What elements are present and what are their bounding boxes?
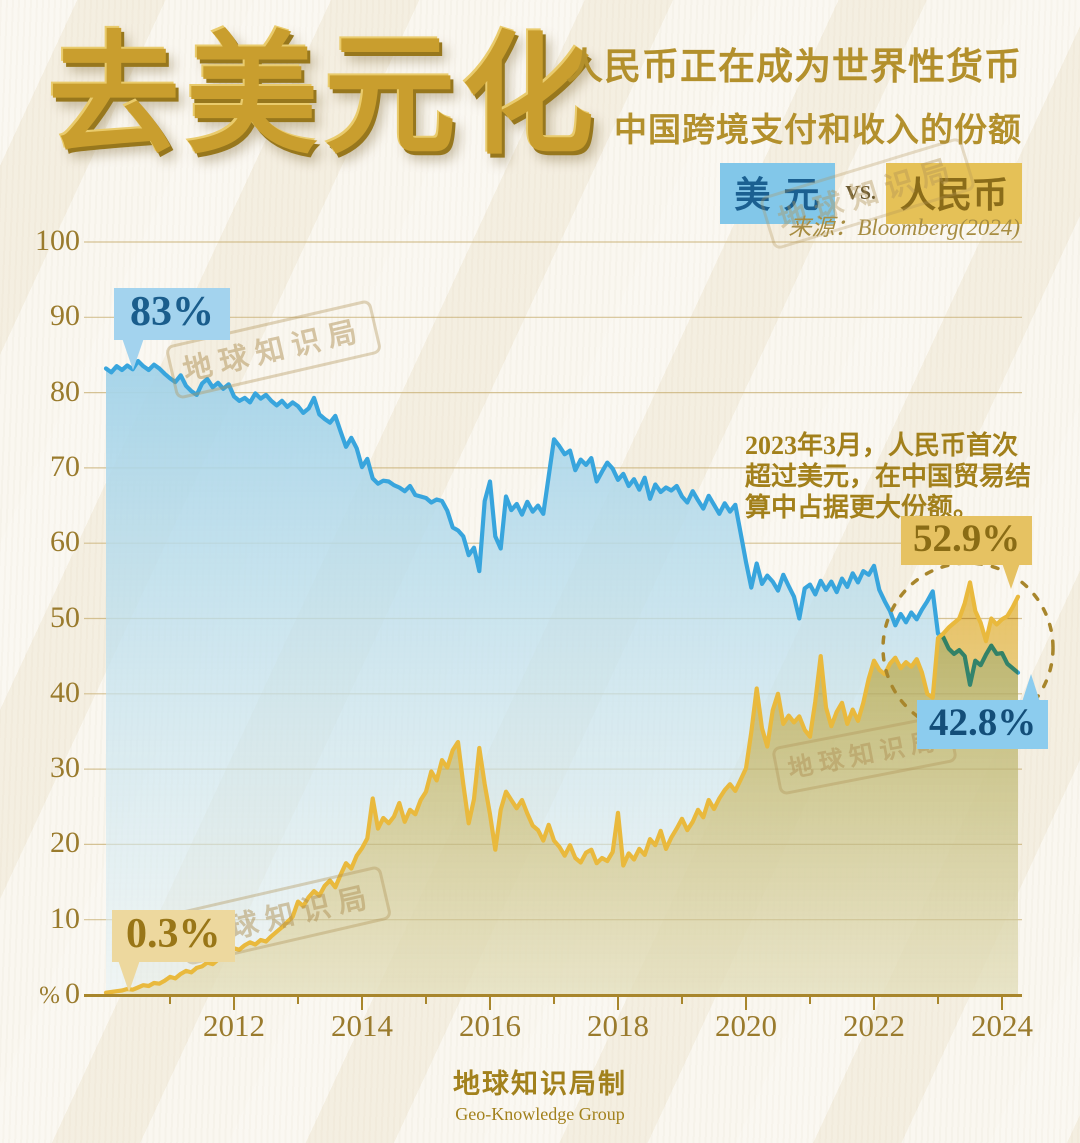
crossover-annotation: 2023年3月，人民币首次 超过美元，在中国贸易结 算中占据更大份额。 — [745, 430, 1037, 523]
x-axis-label: 2024 — [971, 1008, 1033, 1043]
rmb-area — [106, 582, 1018, 995]
y-axis-label: 40 — [50, 675, 80, 709]
x-axis-label: 2012 — [203, 1008, 265, 1043]
footer-credit-en: Geo-Knowledge Group — [455, 1104, 625, 1124]
footer: 地球知识局制 Geo-Knowledge Group — [0, 1062, 1080, 1125]
y-axis-unit: % — [39, 982, 60, 1009]
legend-rmb-badge: 人民币 — [885, 163, 1022, 224]
legend-vs-label: VS. — [845, 182, 876, 204]
y-axis-label: 70 — [50, 449, 80, 483]
source-credit: 来源：Bloomberg(2024) — [788, 215, 1020, 240]
subtitle-secondary: 中国跨境支付和收入的份额 — [614, 113, 1022, 149]
annotation-line: 2023年3月，人民币首次 — [745, 431, 1019, 460]
y-axis-label: 60 — [50, 525, 80, 559]
y-axis-label: 90 — [50, 299, 80, 333]
annotation-line: 超过美元，在中国贸易结 — [745, 462, 1032, 491]
usd-end-value-callout: 42.8% — [917, 674, 1049, 749]
rmb-start-value: 0.3% — [126, 911, 221, 957]
rmb-line — [103, 580, 1021, 995]
crossover-highlight-circle — [881, 561, 1055, 735]
footer-credit-cn: 地球知识局制 — [453, 1069, 627, 1099]
x-axis-label: 2022 — [843, 1008, 905, 1043]
y-axis-label: 50 — [50, 600, 80, 634]
y-axis-label: 80 — [50, 374, 80, 408]
y-axis-label: % 0 — [39, 977, 80, 1010]
usd-end-value: 42.8% — [929, 701, 1037, 744]
rmb-end-value-callout: 52.9% — [901, 516, 1033, 589]
legend-usd-badge: 美 元 — [720, 163, 836, 224]
y-axis-label: 10 — [50, 901, 80, 935]
rmb-start-value-callout: 0.3% — [112, 910, 235, 992]
usd-start-value: 83% — [130, 289, 214, 335]
legend: 美 元 VS. 人民币 — [520, 163, 1022, 224]
y-axis-label: 100 — [35, 224, 80, 257]
page-title: 去美元化 — [48, 23, 600, 170]
y-axis-label: 30 — [50, 751, 80, 785]
usd-start-value-callout: 83% — [114, 288, 230, 370]
x-axis-label: 2018 — [587, 1008, 649, 1043]
callout-pointer — [118, 960, 140, 992]
callout-pointer — [1002, 563, 1021, 589]
header-right-block: 人民币正在成为世界性货币 中国跨境支付和收入的份额 美 元 VS. 人民币 — [520, 36, 1022, 224]
callout-pointer — [1022, 674, 1041, 702]
x-axis-label: 2016 — [459, 1008, 521, 1043]
x-axis-label: 2014 — [331, 1008, 393, 1043]
y-axis-label: 20 — [50, 826, 80, 860]
subtitle-main: 人民币正在成为世界性货币 — [566, 47, 1022, 88]
callout-pointer — [122, 338, 144, 370]
usd-line — [103, 358, 1021, 687]
rmb-end-value: 52.9% — [913, 517, 1021, 560]
x-axis-label: 2020 — [715, 1008, 777, 1043]
